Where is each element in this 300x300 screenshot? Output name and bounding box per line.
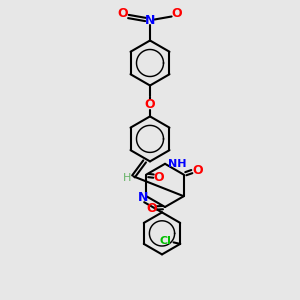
Text: O: O [192,164,202,177]
Text: O: O [154,171,164,184]
Text: O: O [145,98,155,111]
Text: O: O [172,7,182,20]
Text: N: N [145,14,155,28]
Text: Cl: Cl [159,236,171,246]
Text: O: O [118,7,128,20]
Text: N: N [137,191,148,204]
Text: H: H [123,173,131,183]
Text: NH: NH [168,159,187,169]
Text: O: O [146,202,157,215]
